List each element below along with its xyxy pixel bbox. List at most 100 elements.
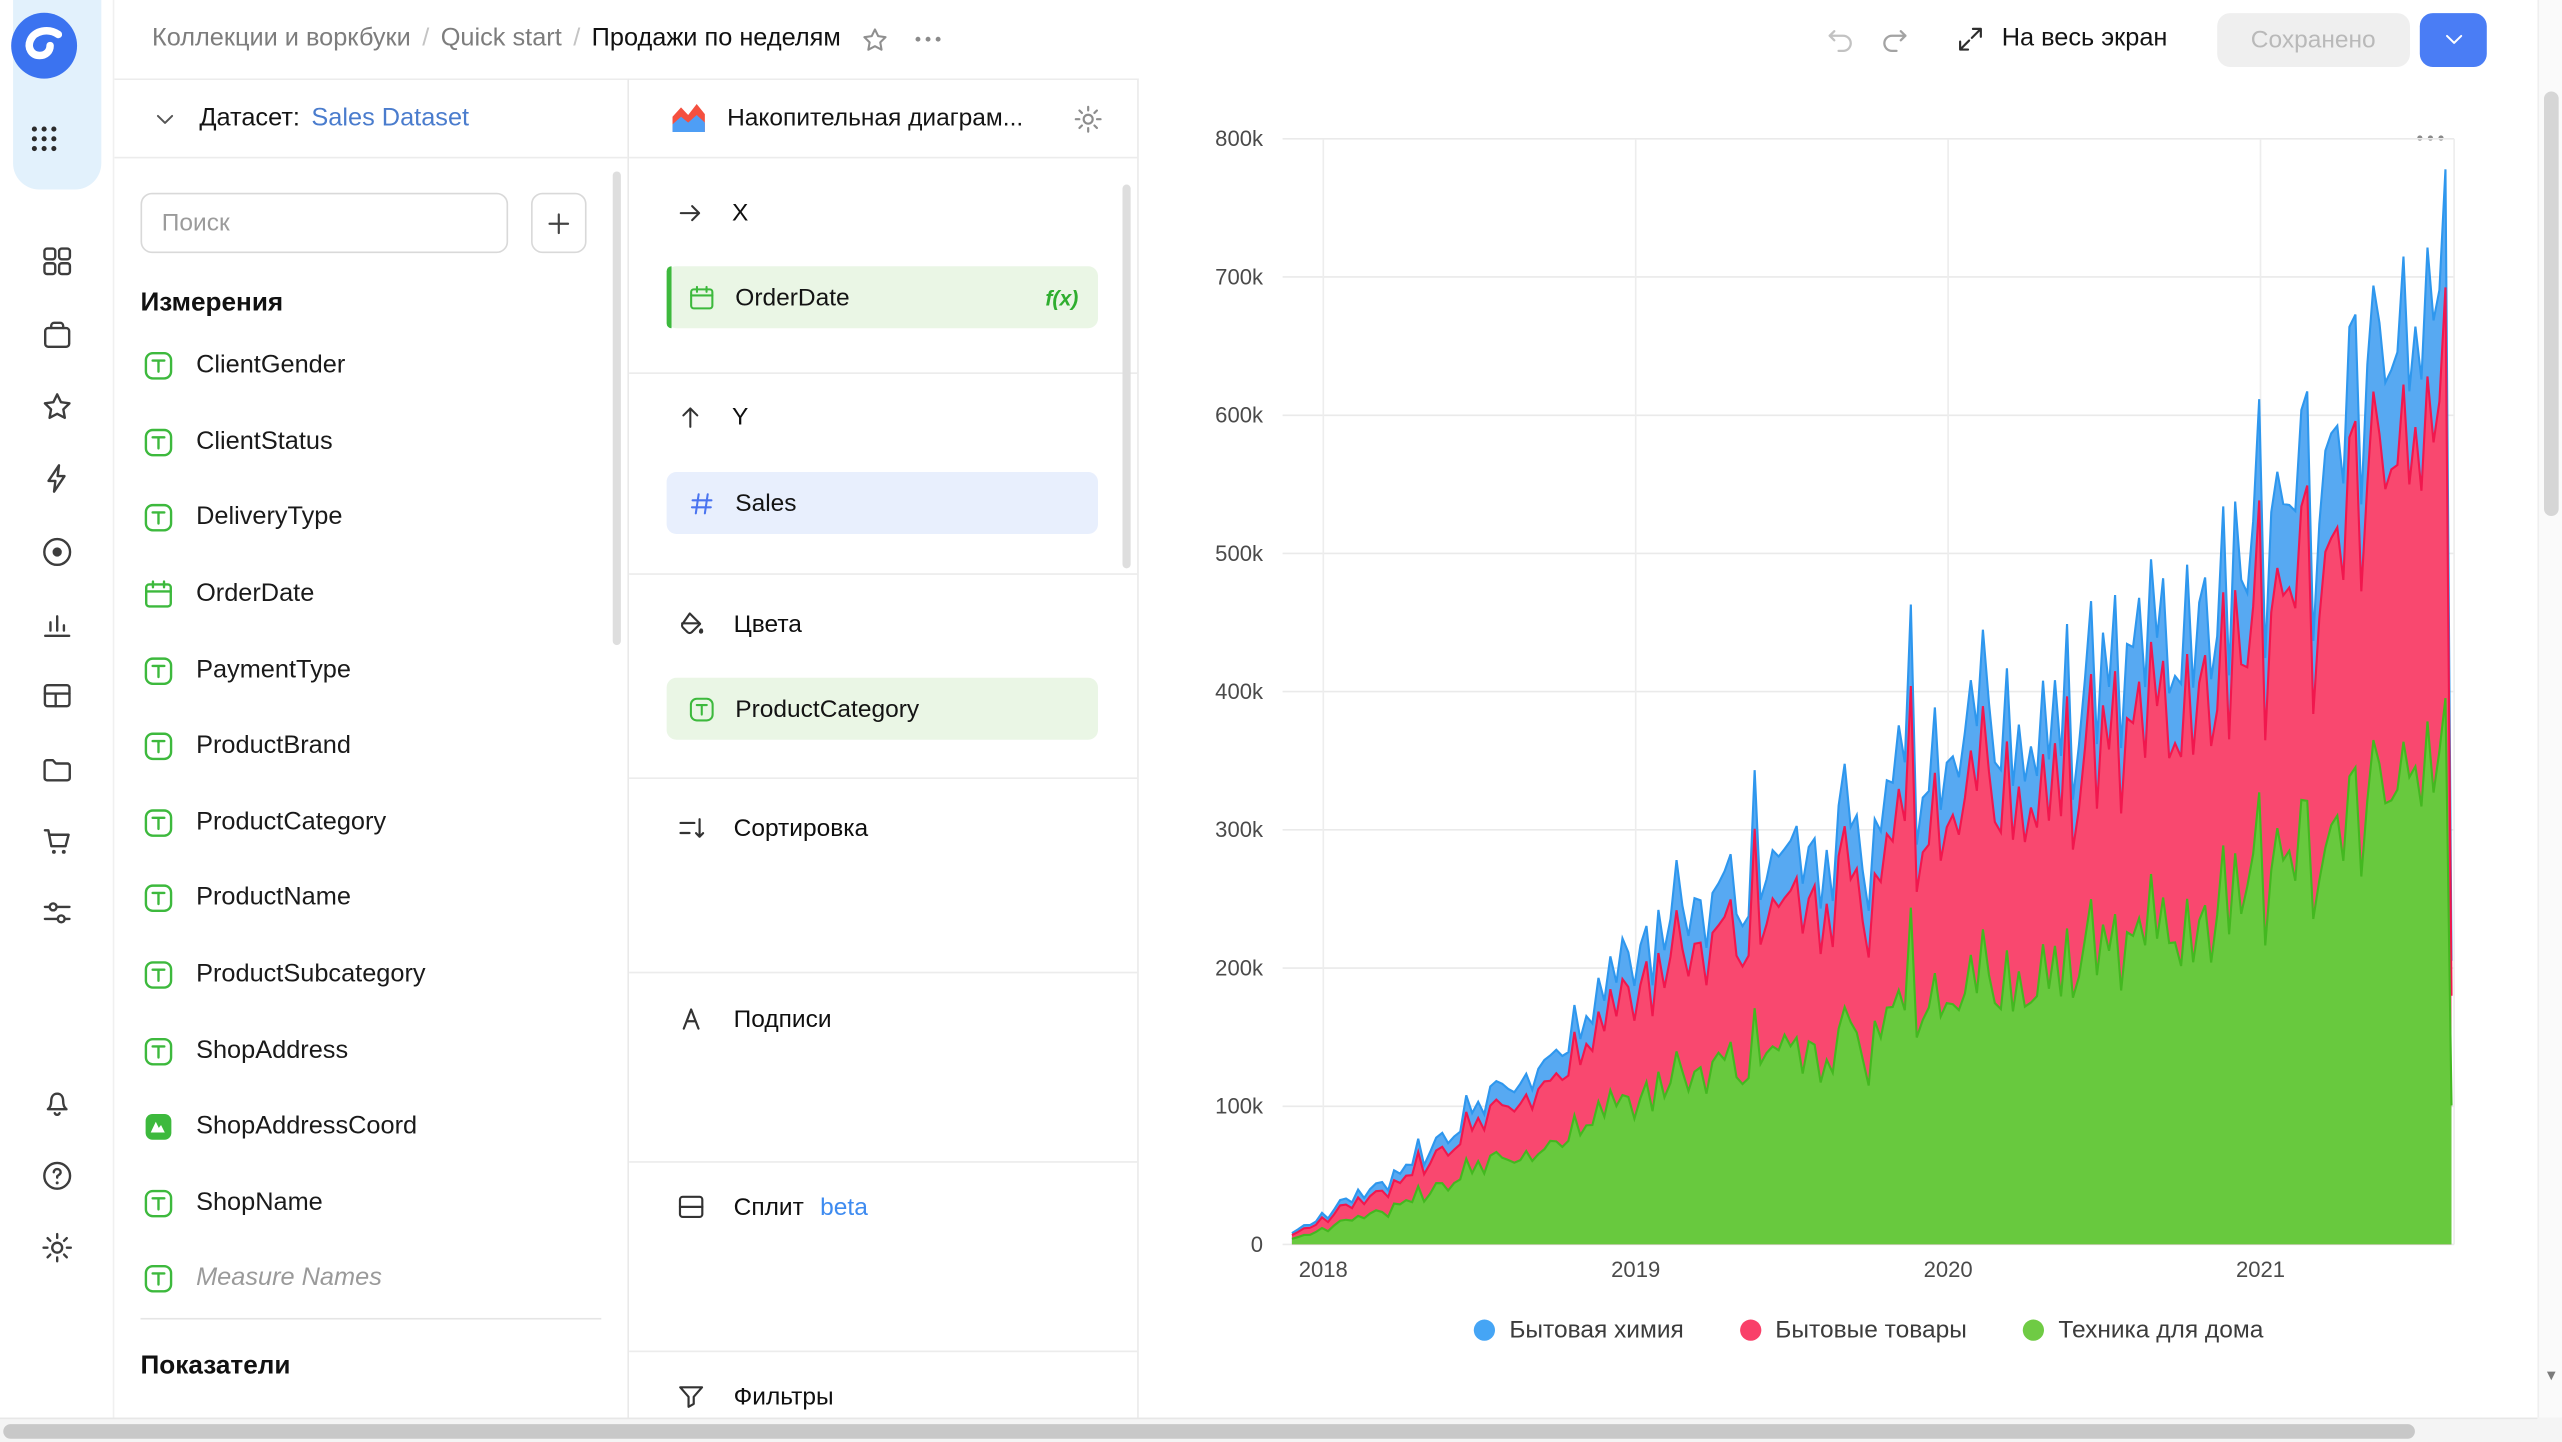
divider <box>140 1317 602 1320</box>
topbar: Коллекции и воркбуки / Quick start / Про… <box>114 0 2562 79</box>
breadcrumb-workbook[interactable]: Quick start <box>440 24 562 53</box>
viz-panel-scrollbar[interactable] <box>1122 184 1131 569</box>
hash-icon <box>686 487 717 518</box>
save-dropdown-button[interactable] <box>2419 12 2487 67</box>
legend-item[interactable]: Техника для дома <box>2022 1316 2263 1344</box>
datalens-logo-icon[interactable] <box>8 10 80 82</box>
rail-marketplace-icon[interactable] <box>21 809 93 874</box>
rail-favorites-icon[interactable] <box>21 374 93 439</box>
breadcrumb-more-icon[interactable] <box>911 23 944 56</box>
dimensions-list: ClientGender ClientStatus DeliveryType Orde… <box>114 328 627 1317</box>
rail-notifications-icon[interactable] <box>21 1070 93 1135</box>
rail-storage-icon[interactable] <box>21 736 93 801</box>
chart-type-label[interactable]: Накопительная диаграм... <box>727 104 1024 133</box>
field-clientstatus[interactable]: ClientStatus <box>114 404 627 480</box>
svg-text:2019: 2019 <box>1611 1257 1660 1282</box>
breadcrumb-separator: / <box>422 24 430 53</box>
vertical-scrollbar[interactable]: ▼ <box>2537 0 2562 1418</box>
breadcrumb-collections[interactable]: Коллекции и воркбуки <box>151 24 411 53</box>
text-t-icon <box>141 1261 177 1297</box>
field-productbrand[interactable]: ProductBrand <box>114 709 627 785</box>
formula-fx-badge[interactable]: f(x) <box>1045 284 1079 310</box>
rail-nav <box>0 222 114 953</box>
field-productsubcategory[interactable]: ProductSubcategory <box>114 937 627 1013</box>
page-title: Продажи по неделям <box>591 24 841 53</box>
rail-tables-icon[interactable] <box>21 664 93 729</box>
text-t-icon <box>141 729 177 765</box>
svg-text:2020: 2020 <box>1924 1257 1973 1282</box>
section-filters-label: Фильтры <box>733 1382 834 1411</box>
field-chip-sales[interactable]: Sales <box>666 471 1098 535</box>
scrollbar-corner <box>2537 1417 2562 1442</box>
field-deliverytype[interactable]: DeliveryType <box>114 480 627 556</box>
fullscreen-button[interactable]: На весь экран <box>1954 23 2167 56</box>
field-chip-productcategory[interactable]: ProductCategory <box>666 677 1098 740</box>
svg-text:500k: 500k <box>1215 541 1264 566</box>
field-productname[interactable]: ProductName <box>114 861 627 937</box>
svg-text:700k: 700k <box>1215 264 1264 289</box>
section-split-label: Сплит <box>733 1192 804 1221</box>
paint-bucket-icon <box>675 608 708 641</box>
beta-badge: beta <box>820 1192 868 1221</box>
measures-heading: Показатели <box>140 1351 291 1380</box>
legend-item[interactable]: Бытовые товары <box>1739 1316 1967 1344</box>
legend-dot <box>1739 1319 1761 1341</box>
section-y-label: Y <box>731 403 749 432</box>
svg-text:400k: 400k <box>1215 679 1264 704</box>
vertical-scrollbar-thumb[interactable] <box>2543 91 2559 517</box>
rail-editor-icon[interactable] <box>21 446 93 511</box>
text-t-icon <box>141 653 177 689</box>
horizontal-scrollbar[interactable] <box>0 1417 2538 1442</box>
y-axis-icon <box>675 402 706 433</box>
dataset-panel-scrollbar[interactable] <box>612 171 621 646</box>
field-chip-label: ProductCategory <box>735 694 920 723</box>
calendar-icon <box>141 577 177 613</box>
chart-type-header: Накопительная диаграм... <box>629 80 1138 159</box>
section-colors: Цвета ProductCategory <box>629 575 1138 779</box>
horizontal-scrollbar-thumb[interactable] <box>3 1423 2415 1438</box>
dataset-label: Датасет: <box>199 103 300 132</box>
field-shopaddress[interactable]: ShopAddress <box>114 1013 627 1089</box>
redo-icon[interactable] <box>1878 22 1912 56</box>
undo-icon[interactable] <box>1824 22 1858 56</box>
labels-a-icon <box>675 1003 708 1036</box>
save-button[interactable]: Сохранено <box>2216 12 2411 67</box>
stacked-area-chart[interactable]: 0 100k 200k 300k 400k 500k 600k 700k 800k 2018 201… <box>1139 0 2562 1323</box>
area-chart-type-icon[interactable] <box>668 98 709 139</box>
sort-icon <box>675 812 708 845</box>
field-clientgender[interactable]: ClientGender <box>114 328 627 404</box>
rail-workbooks-icon[interactable] <box>21 302 93 367</box>
field-paymenttype[interactable]: PaymentType <box>114 633 627 709</box>
geo-icon <box>141 1109 177 1145</box>
section-colors-label: Цвета <box>733 609 802 638</box>
field-orderdate[interactable]: OrderDate <box>114 557 627 633</box>
rail-services-icon[interactable] <box>21 881 93 946</box>
dataset-collapse-icon[interactable] <box>150 104 179 133</box>
legend-label: Бытовая химия <box>1509 1316 1684 1345</box>
rail-settings-icon[interactable] <box>21 1215 93 1280</box>
legend-item[interactable]: Бытовая химия <box>1473 1316 1684 1345</box>
favorite-star-icon[interactable] <box>859 24 890 55</box>
chart-settings-gear-icon[interactable] <box>1072 102 1105 135</box>
search-input[interactable] <box>140 192 509 254</box>
field-productcategory[interactable]: ProductCategory <box>114 785 627 861</box>
add-field-button[interactable] <box>531 192 587 254</box>
dataset-link[interactable]: Sales Dataset <box>311 103 470 132</box>
legend-label: Бытовые товары <box>1775 1316 1967 1345</box>
rail-monitoring-icon[interactable] <box>21 519 93 584</box>
rail-collections-icon[interactable] <box>21 229 93 294</box>
rail-charts-icon[interactable] <box>21 591 93 656</box>
field-measure-names[interactable]: Measure Names <box>114 1241 627 1317</box>
calendar-icon <box>686 282 717 313</box>
text-t-icon <box>141 1185 177 1221</box>
field-shopaddresscoord[interactable]: ShopAddressCoord <box>114 1089 627 1165</box>
rail-help-icon[interactable] <box>21 1143 93 1208</box>
field-chip-label: OrderDate <box>735 283 850 312</box>
field-chip-orderdate[interactable]: OrderDate f(x) <box>666 266 1098 329</box>
field-shopname[interactable]: ShopName <box>114 1165 627 1241</box>
scroll-down-arrow-icon[interactable]: ▼ <box>2544 1366 2559 1384</box>
section-split: Сплит beta <box>629 1163 1138 1353</box>
svg-text:100k: 100k <box>1215 1094 1264 1119</box>
apps-grid-icon[interactable] <box>26 121 62 165</box>
